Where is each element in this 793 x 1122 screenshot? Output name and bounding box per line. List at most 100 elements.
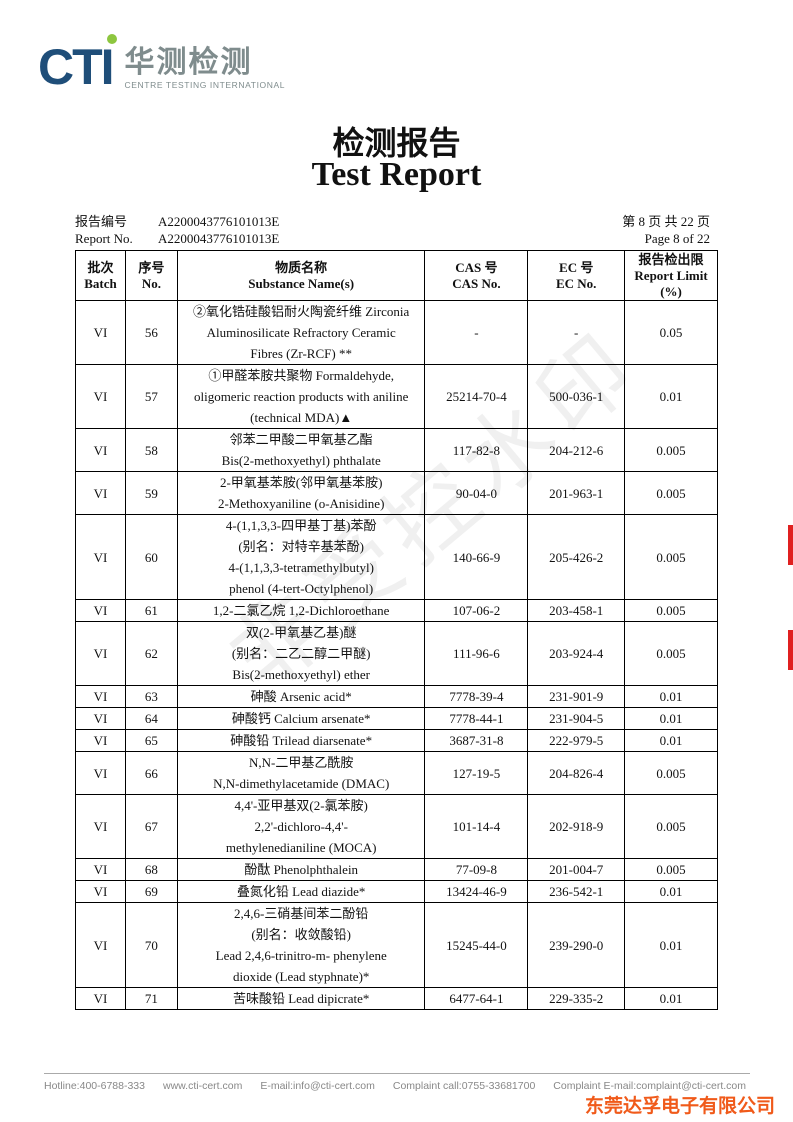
limit-cell: 0.01 (624, 707, 718, 730)
number-cell: 60 (124, 514, 178, 600)
cas-cell: 7778-39-4 (424, 685, 529, 708)
cas-cell: 117-82-8 (424, 428, 529, 472)
footer-hotline: Hotline:400-6788-333 (44, 1080, 145, 1092)
logo-cn: 华测检测 (124, 45, 253, 80)
report-number: 报告编号 A2200043776101013E Report No. A220004… (75, 214, 280, 246)
name-line: 2-Methoxyaniline (o-Anisidine) (217, 496, 385, 511)
number-cell: 63 (124, 685, 178, 708)
number-cell: 61 (124, 599, 178, 622)
column-header: 批次 Batch (75, 250, 126, 301)
ec-cell: 201-963-1 (527, 471, 626, 515)
name-line: Bis(2-methoxyethyl) ether (232, 667, 370, 682)
limit-cell: 0.005 (624, 471, 718, 515)
table-row: VI 62 双(2-甲氧基乙基)醚 (别名：二乙二醇二甲醚) Bis(2-methoxy… (75, 621, 718, 686)
number-cell: 57 (124, 364, 178, 429)
ec-cell: 500-036-1 (527, 364, 626, 429)
substance-name-cell: 砷酸 Arsenic acid* (176, 685, 426, 708)
company-name: 东莞达孚电子有限公司 (584, 1095, 775, 1117)
batch-cell: VI (75, 729, 126, 752)
limit-cell: 0.005 (624, 751, 718, 795)
limit-cell: 0.005 (624, 599, 718, 622)
ec-cell: 229-335-2 (527, 987, 626, 1010)
number-cell: 70 (124, 902, 178, 988)
batch-cell: VI (75, 514, 126, 600)
stamp-fragment (788, 630, 793, 670)
batch-cell: VI (75, 364, 126, 429)
table-row: VI 69 叠氮化铅 Lead diazide* 13424-46-9 236-542-… (75, 880, 718, 903)
substance-name-cell: 苦味酸铅 Lead dipicrate* (176, 987, 426, 1010)
batch-cell: VI (75, 685, 126, 708)
table-row: VI 66 N,N-二甲基乙酰胺 N,N-dimethylacetamide (DMA… (75, 751, 718, 795)
batch-cell: VI (75, 707, 126, 730)
column-header: EC 号 EC No. (527, 250, 626, 301)
batch-cell: VI (75, 858, 126, 881)
ec-cell: 204-212-6 (527, 428, 626, 472)
ec-cell: - (527, 300, 626, 365)
number-cell: 68 (124, 858, 178, 881)
limit-cell: 0.005 (624, 428, 718, 472)
logo-en: CENTRE TESTING INTERNATIONAL (124, 80, 286, 90)
name-line: Lead 2,4,6-trinitro-m- phenylene (215, 948, 387, 963)
substance-name-cell: 酚酞 Phenolphthalein (176, 858, 426, 881)
name-line: 苦味酸铅 Lead dipicrate* (232, 991, 370, 1006)
number-cell: 58 (124, 428, 178, 472)
limit-cell: 0.01 (624, 685, 718, 708)
table-row: VI 57 ①甲醛苯胺共聚物 Formaldehyde, oligomeric rea… (75, 364, 718, 429)
header-en: Substance Name(s) (248, 275, 355, 291)
cas-cell: 90-04-0 (424, 471, 529, 515)
ec-cell: 204-826-4 (527, 751, 626, 795)
stamp-fragment (788, 525, 793, 565)
limit-cell: 0.005 (624, 621, 718, 686)
table-row: VI 63 砷酸 Arsenic acid* 7778-39-4 231-901-9 0.… (75, 685, 718, 708)
number-cell: 56 (124, 300, 178, 365)
substance-name-cell: 叠氮化铅 Lead diazide* (176, 880, 426, 903)
name-line: 双(2-甲氧基乙基)醚 (245, 625, 357, 640)
batch-cell: VI (75, 751, 126, 795)
batch-cell: VI (75, 471, 126, 515)
name-line: 2,2'-dichloro-4,4'- (254, 819, 348, 834)
name-line: 4,4'-亚甲基双(2-氯苯胺) (234, 798, 368, 813)
substance-name-cell: 2,4,6-三硝基间苯二酚铅 (别名：收敛酸铅) Lead 2,4,6-trinit… (176, 902, 426, 988)
substance-name-cell: 邻苯二甲酸二甲氧基乙酯 Bis(2-methoxyethyl) phthalate (176, 428, 426, 472)
header-en: No. (141, 275, 161, 291)
substance-name-cell: 4-(1,1,3,3-四甲基丁基)苯酚 (别名：对特辛基苯酚) 4-(1,1,3,3… (176, 514, 426, 600)
table-row: VI 61 1,2-二氯乙烷 1,2-Dichloroethane 107-06-2 2… (75, 599, 718, 622)
cas-cell: 101-14-4 (424, 794, 529, 859)
number-cell: 59 (124, 471, 178, 515)
batch-cell: VI (75, 794, 126, 859)
header-cn: CAS 号 (455, 259, 498, 275)
footer-email: E-mail:info@cti-cert.com (260, 1080, 375, 1092)
number-cell: 67 (124, 794, 178, 859)
ec-cell: 231-904-5 (527, 707, 626, 730)
ec-cell: 203-458-1 (527, 599, 626, 622)
cas-cell: 6477-64-1 (424, 987, 529, 1010)
substance-name-cell: 1,2-二氯乙烷 1,2-Dichloroethane (176, 599, 426, 622)
table-row: VI 68 酚酞 Phenolphthalein 77-09-8 201-004-7 0.… (75, 858, 718, 881)
footer-complaint-email: Complaint E-mail:complaint@cti-cert.com (553, 1080, 747, 1092)
limit-cell: 0.01 (624, 987, 718, 1010)
title-en: Test Report (311, 156, 482, 193)
limit-cell: 0.01 (624, 364, 718, 429)
name-line: (别名：对特辛基苯酚) (238, 539, 365, 554)
batch-cell: VI (75, 599, 126, 622)
name-line: N,N-二甲基乙酰胺 (249, 755, 354, 770)
name-line: ①甲醛苯胺共聚物 Formaldehyde, (208, 368, 394, 383)
substance-name-cell: ①甲醛苯胺共聚物 Formaldehyde, oligomeric reactio… (176, 364, 426, 429)
name-line: methylenedianiline (MOCA) (225, 840, 377, 855)
ec-cell: 236-542-1 (527, 880, 626, 903)
batch-cell: VI (75, 880, 126, 903)
name-line: (technical MDA)▲ (250, 410, 353, 425)
number-cell: 65 (124, 729, 178, 752)
cas-cell: 13424-46-9 (424, 880, 529, 903)
column-header: 报告检出限 Report Limit (%) (624, 250, 718, 301)
substance-name-cell: ②氧化锆硅酸铝耐火陶瓷纤维 Zirconia Aluminosilicate Re… (176, 300, 426, 365)
table-row: VI 59 2-甲氧基苯胺(邻甲氧基苯胺) 2-Methoxyaniline (o-A… (75, 471, 718, 515)
column-header: CAS 号 CAS No. (424, 250, 529, 301)
ec-cell: 201-004-7 (527, 858, 626, 881)
number-cell: 62 (124, 621, 178, 686)
limit-cell: 0.05 (624, 300, 718, 365)
footer-website: www.cti-cert.com (163, 1080, 243, 1092)
number-cell: 69 (124, 880, 178, 903)
name-line: (别名：收敛酸铅) (251, 927, 352, 942)
batch-cell: VI (75, 621, 126, 686)
